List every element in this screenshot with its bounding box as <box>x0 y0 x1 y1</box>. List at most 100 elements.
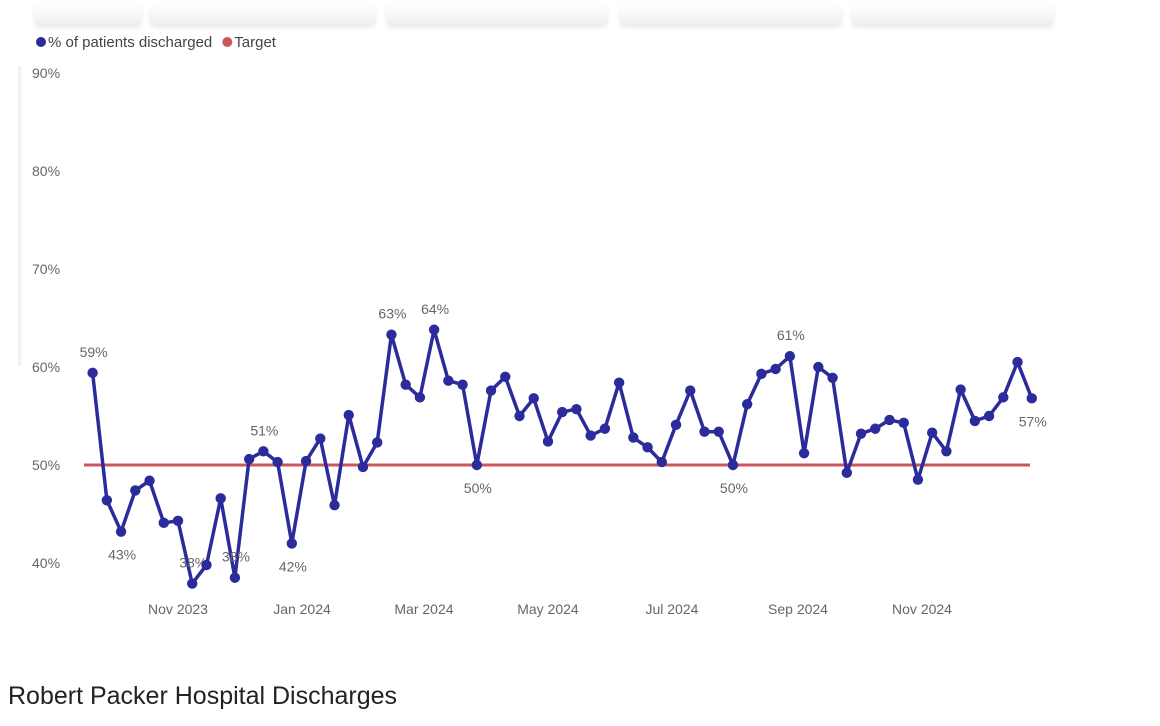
data-point <box>500 371 511 382</box>
y-tick-label: 60% <box>32 359 60 375</box>
data-point <box>926 427 938 438</box>
data-point <box>471 459 483 471</box>
data-point <box>813 361 824 373</box>
header-tab[interactable] <box>852 4 1054 26</box>
data-point <box>798 448 810 459</box>
data-point <box>841 467 852 479</box>
page-caption: Robert Packer Hospital Discharges <box>8 682 398 710</box>
data-label: 38% <box>179 555 207 571</box>
data-point <box>1012 356 1023 368</box>
data-point <box>983 410 995 422</box>
data-point <box>372 437 383 448</box>
data-point <box>784 351 796 362</box>
data-point <box>215 493 226 504</box>
legend-marker-0 <box>36 37 46 47</box>
data-point <box>685 385 696 396</box>
chart-panel: % of patients discharged Target 40% 50% 60% 7… <box>18 26 1058 636</box>
data-point <box>101 495 113 506</box>
data-point <box>542 436 554 447</box>
data-point <box>613 377 625 388</box>
data-point <box>300 455 312 467</box>
data-point <box>599 423 611 434</box>
data-point <box>912 474 924 485</box>
data-point <box>329 499 340 511</box>
data-point <box>571 403 582 415</box>
data-label: 50% <box>720 480 748 496</box>
data-point <box>855 428 867 439</box>
data-point <box>884 414 895 426</box>
header-tab[interactable] <box>34 4 142 26</box>
header-tab-strip <box>0 0 1160 30</box>
data-point <box>172 515 184 527</box>
data-point <box>770 363 781 375</box>
data-point <box>386 329 397 340</box>
x-tick-label: Jul 2024 <box>645 601 698 617</box>
data-label: 63% <box>378 306 406 322</box>
data-point <box>115 526 127 537</box>
y-tick-label: 40% <box>32 555 60 571</box>
panel-edge <box>18 66 24 366</box>
data-point <box>528 393 539 404</box>
data-point <box>343 409 354 421</box>
header-tab[interactable] <box>386 4 608 26</box>
data-label: 51% <box>250 422 278 438</box>
data-point <box>485 385 497 396</box>
data-point <box>414 392 426 403</box>
data-point <box>443 375 454 386</box>
data-point <box>357 461 369 473</box>
x-tick-label: Mar 2024 <box>394 601 453 617</box>
data-point <box>727 459 739 471</box>
header-tab[interactable] <box>620 4 842 26</box>
data-point <box>272 456 283 468</box>
discharge-line-chart: % of patients discharged Target 40% 50% 60% 7… <box>32 34 1047 617</box>
data-point <box>756 368 767 380</box>
data-label: 64% <box>421 301 449 317</box>
data-point <box>642 442 653 453</box>
x-tick-label: May 2024 <box>517 601 579 617</box>
data-point <box>201 559 212 571</box>
data-label: 59% <box>80 344 108 360</box>
data-label: 43% <box>108 547 136 563</box>
data-point <box>1026 393 1037 404</box>
y-tick-label: 90% <box>32 65 60 81</box>
data-point <box>585 430 596 441</box>
data-point <box>941 446 952 457</box>
data-point <box>741 399 753 410</box>
data-point <box>286 538 298 549</box>
data-point <box>243 453 255 465</box>
data-point <box>130 485 141 496</box>
data-point <box>187 578 198 589</box>
data-point <box>699 426 710 437</box>
data-label: 38% <box>222 549 250 565</box>
data-point <box>258 446 269 457</box>
data-point <box>969 415 981 427</box>
data-point <box>827 372 838 383</box>
data-point <box>955 384 966 395</box>
data-point <box>998 392 1009 403</box>
data-point <box>628 432 639 443</box>
data-point <box>158 517 169 529</box>
y-tick-label: 80% <box>32 163 60 179</box>
data-point <box>898 417 909 429</box>
x-tick-label: Nov 2024 <box>892 601 952 617</box>
data-point <box>457 379 468 390</box>
data-point <box>400 379 411 390</box>
data-point <box>713 426 724 437</box>
data-label: 61% <box>777 327 805 343</box>
header-tab[interactable] <box>150 4 376 26</box>
data-point <box>514 410 525 422</box>
data-point <box>229 572 241 583</box>
data-point <box>428 324 440 335</box>
data-point <box>670 419 682 431</box>
data-point <box>87 367 98 379</box>
data-point <box>315 433 326 444</box>
x-tick-label: Jan 2024 <box>273 601 331 617</box>
y-tick-label: 50% <box>32 457 60 473</box>
series-line <box>90 328 1034 586</box>
data-label: 57% <box>1019 413 1047 429</box>
x-tick-label: Sep 2024 <box>768 601 828 617</box>
data-point <box>144 475 155 486</box>
data-point <box>656 456 668 468</box>
data-label: 42% <box>279 558 307 574</box>
data-point <box>556 406 568 418</box>
